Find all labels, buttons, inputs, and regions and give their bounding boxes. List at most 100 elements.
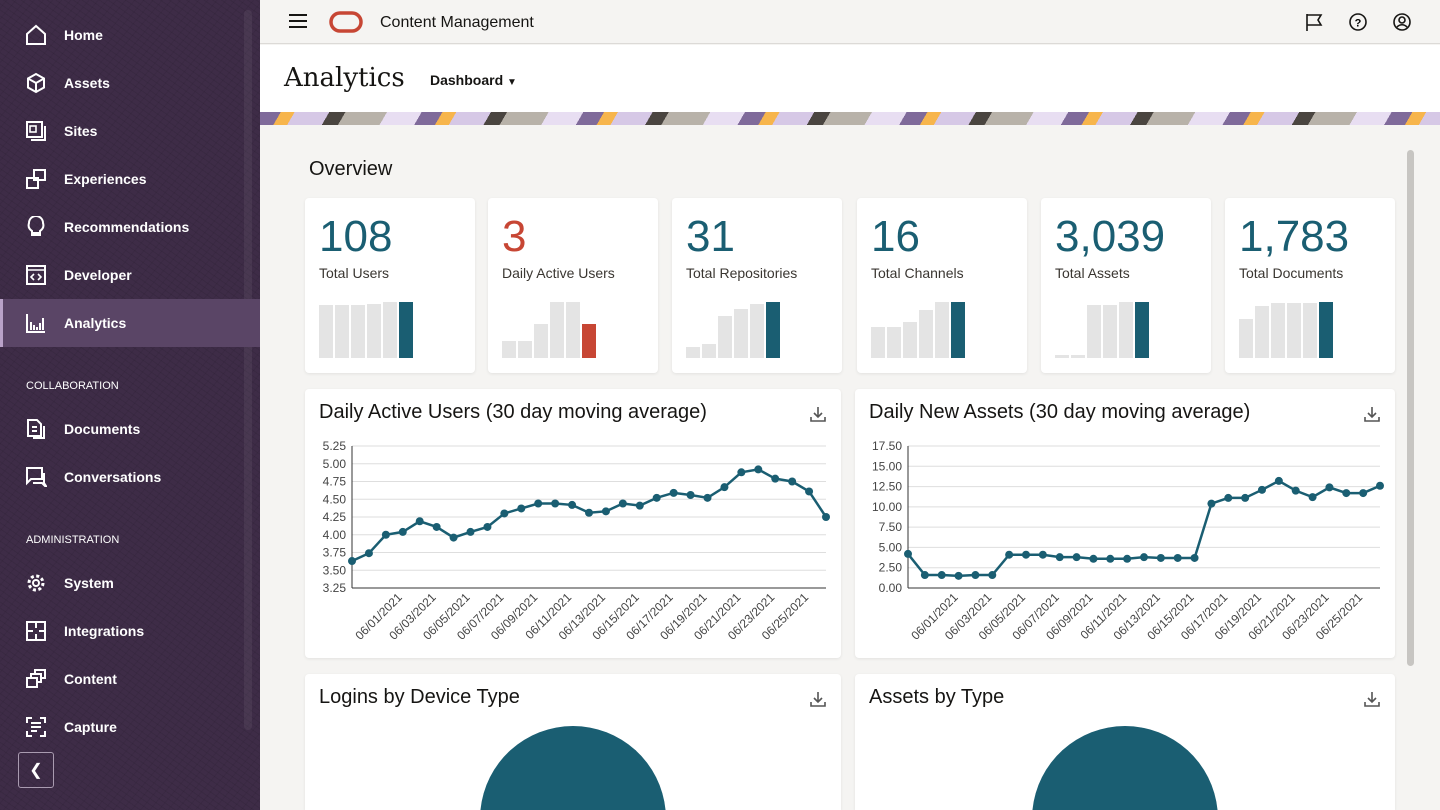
sidebar-item-sites[interactable]: Sites bbox=[0, 107, 260, 155]
data-point[interactable] bbox=[703, 493, 712, 502]
data-point[interactable] bbox=[1359, 489, 1368, 498]
sidebar-item-home[interactable]: Home bbox=[0, 11, 260, 59]
data-point[interactable] bbox=[1325, 483, 1334, 492]
data-point[interactable] bbox=[415, 517, 424, 526]
data-point[interactable] bbox=[635, 501, 644, 510]
data-point[interactable] bbox=[348, 557, 356, 566]
data-point[interactable] bbox=[1022, 550, 1030, 559]
data-point[interactable] bbox=[988, 571, 997, 580]
pie-slice[interactable] bbox=[1032, 726, 1218, 810]
data-point[interactable] bbox=[1038, 550, 1047, 559]
data-point[interactable] bbox=[788, 477, 797, 486]
data-point[interactable] bbox=[904, 549, 912, 558]
data-point[interactable] bbox=[1173, 553, 1182, 562]
y-tick-label: 2.50 bbox=[879, 561, 903, 575]
kpi-label: Total Assets bbox=[1055, 265, 1130, 281]
data-point[interactable] bbox=[1156, 553, 1165, 562]
data-point[interactable] bbox=[517, 504, 526, 513]
data-point[interactable] bbox=[1055, 553, 1064, 562]
sidebar-item-content[interactable]: Content bbox=[0, 655, 260, 703]
data-point[interactable] bbox=[1089, 554, 1098, 563]
data-point[interactable] bbox=[754, 465, 763, 474]
data-point[interactable] bbox=[737, 468, 746, 477]
chart-card-assets-by-type: Assets by Type bbox=[855, 674, 1395, 810]
collapse-sidebar-button[interactable]: ❮ bbox=[18, 752, 54, 788]
sidebar-scrollbar[interactable] bbox=[244, 10, 252, 730]
data-point[interactable] bbox=[1291, 486, 1300, 495]
data-point[interactable] bbox=[585, 508, 593, 517]
sidebar-item-documents[interactable]: Documents bbox=[0, 405, 260, 453]
download-icon[interactable] bbox=[1363, 405, 1381, 423]
data-point[interactable] bbox=[466, 527, 475, 536]
data-point[interactable] bbox=[364, 549, 373, 558]
data-point[interactable] bbox=[954, 571, 963, 580]
y-tick-label: 10.00 bbox=[872, 500, 902, 514]
data-point[interactable] bbox=[1376, 481, 1384, 490]
data-point[interactable] bbox=[449, 533, 458, 542]
data-point[interactable] bbox=[937, 571, 946, 580]
sidebar-item-recommendations[interactable]: Recommendations bbox=[0, 203, 260, 251]
sparkline-bar bbox=[718, 316, 732, 358]
sidebar-item-assets[interactable]: Assets bbox=[0, 59, 260, 107]
data-point[interactable] bbox=[1258, 485, 1266, 494]
x-tick-label: 06/11/2021 bbox=[522, 590, 574, 642]
kpi-card-total-channels[interactable]: 16 Total Channels bbox=[857, 198, 1027, 373]
data-point[interactable] bbox=[1140, 553, 1148, 562]
download-icon[interactable] bbox=[809, 405, 827, 423]
sidebar-item-capture[interactable]: Capture bbox=[0, 703, 260, 751]
data-point[interactable] bbox=[1274, 476, 1283, 485]
decorative-banner bbox=[260, 112, 1440, 125]
data-point[interactable] bbox=[432, 522, 441, 531]
help-icon[interactable]: ? bbox=[1348, 12, 1368, 32]
dashboard-dropdown[interactable]: Dashboard ▼ bbox=[430, 72, 517, 88]
download-icon[interactable] bbox=[809, 690, 827, 708]
data-point[interactable] bbox=[551, 499, 560, 508]
kpi-card-daily-active-users[interactable]: 3 Daily Active Users bbox=[488, 198, 658, 373]
data-point[interactable] bbox=[1190, 553, 1199, 562]
data-point[interactable] bbox=[1224, 493, 1233, 502]
sidebar-item-developer[interactable]: Developer bbox=[0, 251, 260, 299]
data-point[interactable] bbox=[1106, 554, 1115, 563]
main-scrollbar[interactable] bbox=[1407, 150, 1414, 666]
sidebar-item-integrations[interactable]: Integrations bbox=[0, 607, 260, 655]
data-point[interactable] bbox=[618, 499, 627, 508]
data-point[interactable] bbox=[534, 499, 543, 508]
data-point[interactable] bbox=[1342, 489, 1351, 498]
data-point[interactable] bbox=[720, 483, 729, 492]
data-point[interactable] bbox=[398, 527, 407, 536]
data-point[interactable] bbox=[568, 500, 577, 509]
data-point[interactable] bbox=[686, 490, 695, 499]
data-point[interactable] bbox=[1308, 493, 1317, 502]
pie-chart bbox=[480, 726, 666, 810]
data-point[interactable] bbox=[601, 507, 610, 516]
download-icon[interactable] bbox=[1363, 690, 1381, 708]
sidebar-item-system[interactable]: System bbox=[0, 559, 260, 607]
data-point[interactable] bbox=[822, 513, 830, 521]
data-point[interactable] bbox=[500, 509, 509, 518]
data-point[interactable] bbox=[381, 530, 390, 539]
data-point[interactable] bbox=[1072, 553, 1081, 562]
data-point[interactable] bbox=[1005, 550, 1014, 559]
data-point[interactable] bbox=[1123, 554, 1132, 563]
kpi-card-total-assets[interactable]: 3,039 Total Assets bbox=[1041, 198, 1211, 373]
data-point[interactable] bbox=[1207, 499, 1216, 508]
data-point[interactable] bbox=[652, 493, 661, 502]
data-point[interactable] bbox=[483, 522, 492, 531]
flag-icon[interactable] bbox=[1304, 12, 1324, 32]
hamburger-menu-icon[interactable] bbox=[289, 14, 307, 28]
kpi-card-total-users[interactable]: 108 Total Users bbox=[305, 198, 475, 373]
kpi-value: 3,039 bbox=[1055, 212, 1166, 261]
user-profile-icon[interactable] bbox=[1392, 12, 1412, 32]
data-point[interactable] bbox=[805, 487, 814, 496]
pie-slice[interactable] bbox=[480, 726, 666, 810]
data-point[interactable] bbox=[771, 474, 780, 483]
kpi-card-total-repositories[interactable]: 31 Total Repositories bbox=[672, 198, 842, 373]
data-point[interactable] bbox=[1241, 493, 1250, 502]
sidebar-item-experiences[interactable]: Experiences bbox=[0, 155, 260, 203]
sidebar-item-analytics[interactable]: Analytics bbox=[0, 299, 260, 347]
data-point[interactable] bbox=[669, 488, 678, 497]
sidebar-item-conversations[interactable]: Conversations bbox=[0, 453, 260, 501]
data-point[interactable] bbox=[920, 571, 929, 580]
data-point[interactable] bbox=[971, 571, 980, 580]
kpi-card-total-documents[interactable]: 1,783 Total Documents bbox=[1225, 198, 1395, 373]
